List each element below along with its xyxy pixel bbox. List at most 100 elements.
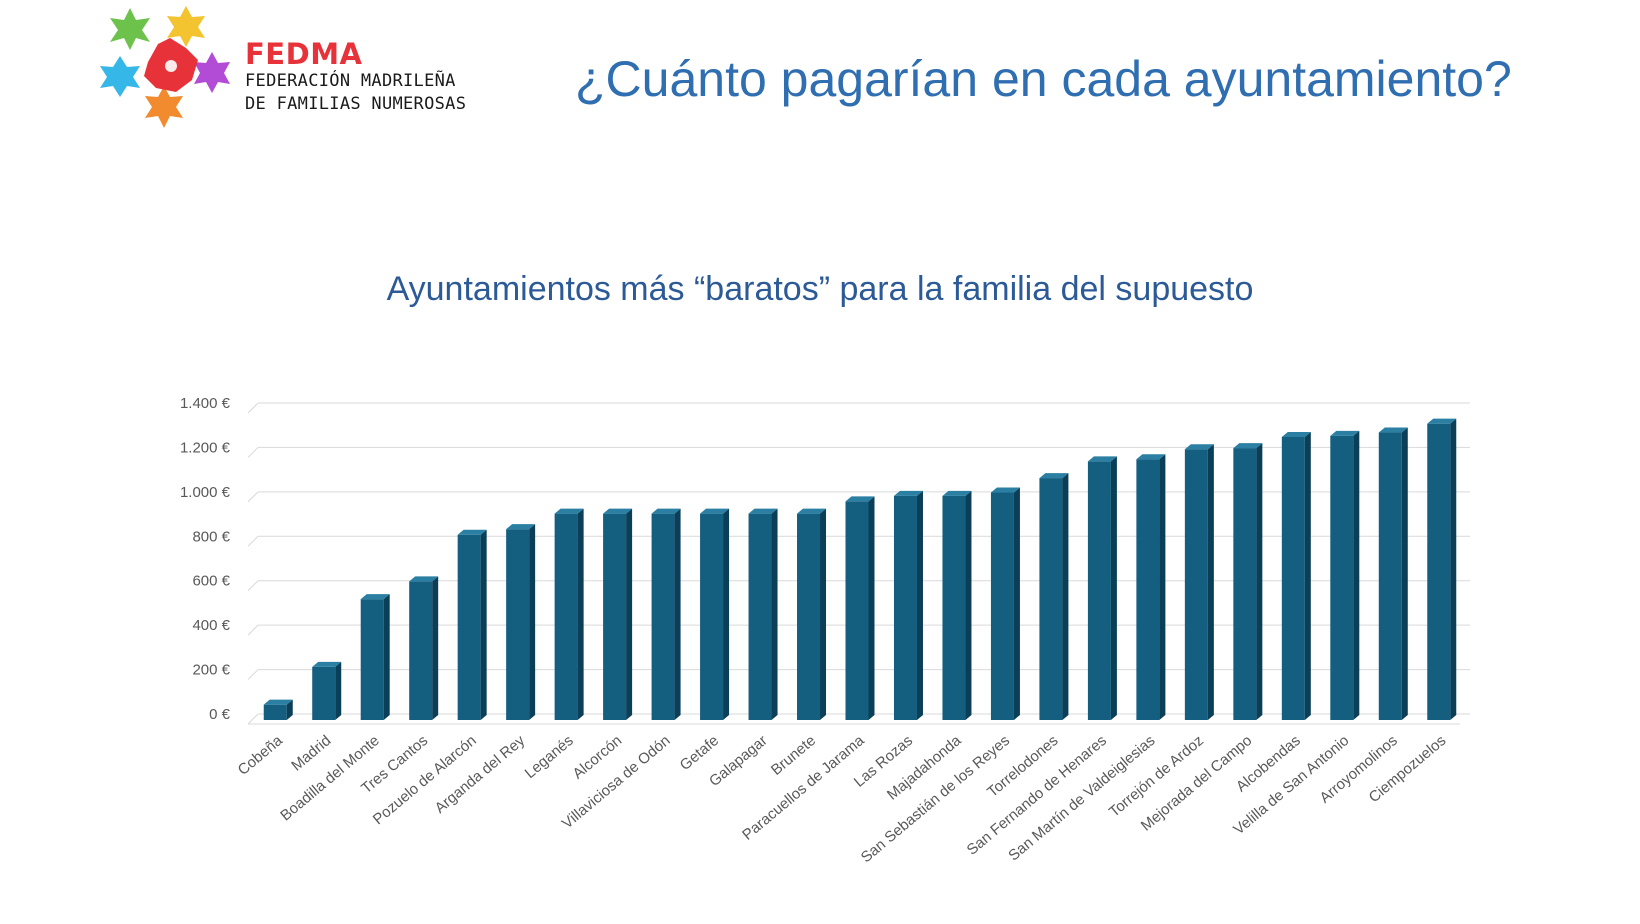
bar-top <box>1378 427 1408 433</box>
y-tick-label: 200 € <box>192 662 230 679</box>
bar-top <box>1039 473 1069 479</box>
bar-top <box>603 508 633 514</box>
bar-side <box>1353 430 1360 720</box>
bar-top <box>1233 443 1263 449</box>
x-tick-label: Getafe <box>677 732 722 774</box>
bar <box>506 529 530 720</box>
y-tick-label: 800 € <box>192 528 230 545</box>
bar-side <box>1256 443 1263 720</box>
bar-top <box>1136 454 1166 460</box>
bar-side <box>1062 473 1069 720</box>
bar-side <box>1013 487 1020 720</box>
bar-top <box>1281 431 1311 437</box>
bar-chart: 0 € 200 € 400 € 600 € 800 € 1.000 € 1.200 € 1.4… <box>180 395 1470 866</box>
bar-top <box>506 524 536 530</box>
bar-top <box>748 508 778 514</box>
bar-top <box>263 699 293 705</box>
bar <box>1330 435 1354 720</box>
bar-side <box>1159 454 1166 720</box>
y-tick-label: 400 € <box>192 617 230 634</box>
bar <box>1281 436 1305 720</box>
gridline-depth <box>247 491 259 503</box>
x-tick-label: Arganda del Rey <box>432 732 529 817</box>
bar-side <box>723 508 730 720</box>
brand-line-2: DE FAMILIAS NUMEROSAS <box>245 94 467 114</box>
bar-top <box>1184 444 1214 450</box>
bar-side <box>674 508 681 720</box>
bar <box>457 534 481 720</box>
bar-side <box>529 524 536 720</box>
bar <box>797 513 821 720</box>
bar <box>1184 449 1208 720</box>
gridline-depth <box>247 580 259 592</box>
bar <box>603 513 627 720</box>
bar-side <box>1304 431 1311 720</box>
gridline-depth <box>247 535 259 547</box>
y-tick-label: 1.200 € <box>180 439 231 456</box>
bar <box>1378 432 1402 720</box>
bar-side <box>480 529 487 720</box>
bar <box>990 492 1014 720</box>
bar-side <box>1401 427 1408 720</box>
bar-side <box>965 490 972 720</box>
bar-side <box>286 699 293 720</box>
bar-side <box>820 508 827 720</box>
brand-name: FEDMA <box>245 37 363 71</box>
bar-top <box>700 508 730 514</box>
bar-side <box>868 496 875 720</box>
gridline-depth <box>247 713 259 725</box>
bar-side <box>626 508 633 720</box>
bar <box>312 666 336 720</box>
x-tick-label: Cobeña <box>235 732 287 779</box>
gridline-depth <box>247 402 259 414</box>
chart-title: Ayuntamientos más “baratos” para la fami… <box>386 270 1254 308</box>
bar <box>554 513 578 720</box>
bar-top <box>409 576 439 582</box>
bar <box>893 495 917 720</box>
bar-top <box>651 508 681 514</box>
bar <box>651 513 675 720</box>
bar <box>409 581 433 720</box>
bar <box>748 513 772 720</box>
bar-side <box>1110 456 1117 720</box>
bar <box>1233 448 1257 720</box>
x-tick-label: Leganés <box>522 732 577 782</box>
bar-side <box>335 661 342 720</box>
bar-top <box>1087 456 1117 462</box>
bar <box>263 704 287 720</box>
bar-side <box>771 508 778 720</box>
bar <box>1039 478 1063 720</box>
bar-top <box>554 508 584 514</box>
page-title: ¿Cuánto pagarían en cada ayuntamiento? <box>575 51 1512 107</box>
bar-side <box>577 508 584 720</box>
bar-top <box>312 661 342 667</box>
bar <box>360 599 384 720</box>
bar-side <box>1450 418 1457 720</box>
gridline-depth <box>247 669 259 680</box>
bar <box>942 495 966 720</box>
bar-side <box>432 576 439 720</box>
y-tick-label: 600 € <box>192 573 230 590</box>
bar-top <box>360 594 390 600</box>
bar <box>845 501 869 720</box>
bar-top <box>893 490 923 496</box>
gridline-depth <box>247 624 259 636</box>
y-tick-label: 1.000 € <box>180 484 231 501</box>
gridline-depth <box>247 447 259 458</box>
bar-top <box>457 529 487 535</box>
bar-top <box>845 496 875 502</box>
bar-side <box>1207 444 1214 720</box>
y-tick-label: 0 € <box>209 706 231 723</box>
bar-top <box>990 487 1020 493</box>
brand-block: FEDMA FEDERACIÓN MADRILEÑA DE FAMILIAS N… <box>245 38 466 116</box>
fedma-logo-icon <box>100 6 230 128</box>
bar-side <box>383 594 390 720</box>
bar-top <box>1427 418 1457 424</box>
bar <box>1136 459 1160 720</box>
brand-line-1: FEDERACIÓN MADRILEÑA <box>245 71 456 91</box>
y-tick-label: 1.400 € <box>180 395 231 412</box>
bar <box>1087 461 1111 720</box>
bar-side <box>916 490 923 720</box>
bar-top <box>797 508 827 514</box>
bar-top <box>942 490 972 496</box>
